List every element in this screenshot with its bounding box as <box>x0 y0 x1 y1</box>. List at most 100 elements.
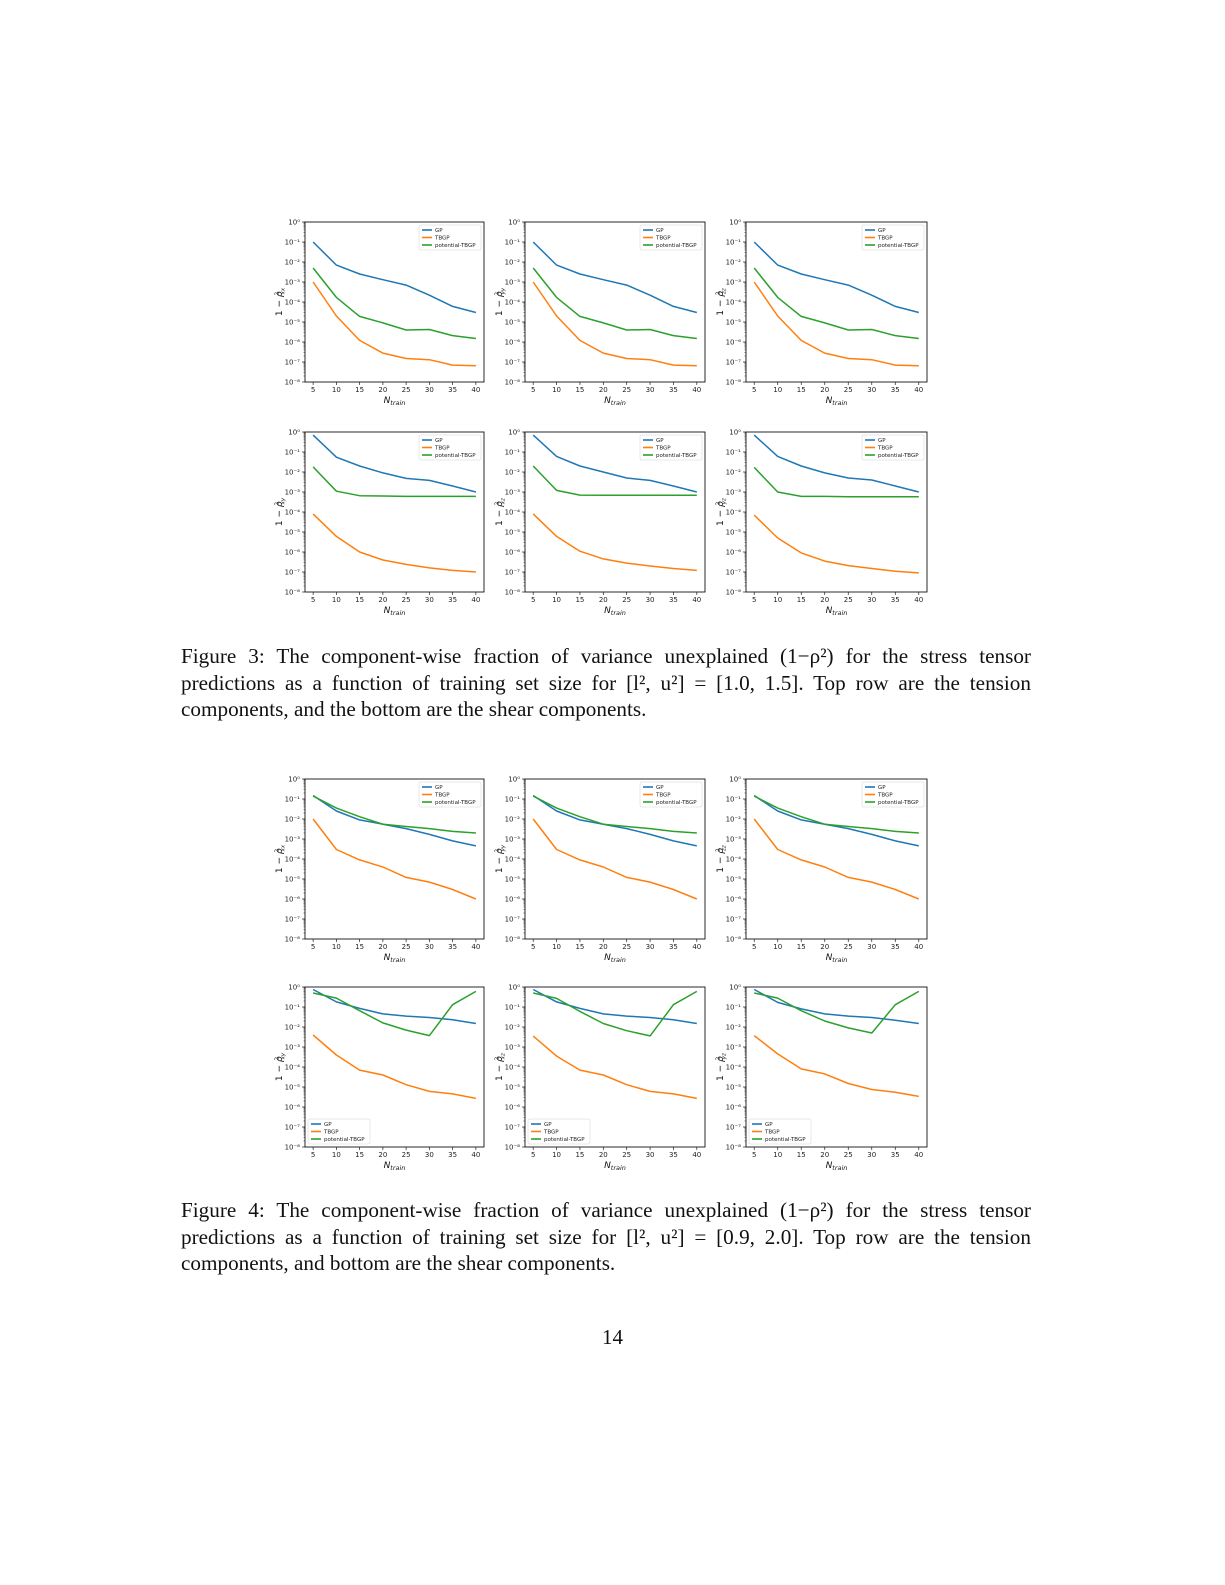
y-tick-label: 10⁻⁸ <box>726 588 742 596</box>
x-tick-label: 20 <box>599 1151 608 1159</box>
y-tick-label: 10⁻¹ <box>505 448 521 456</box>
x-tick-label: 30 <box>425 596 434 604</box>
series-line-tbgp <box>532 818 698 900</box>
x-tick-label: 25 <box>402 596 411 604</box>
legend-label: potential-TBGP <box>324 1137 365 1143</box>
y-tick-label: 10⁻⁷ <box>285 915 301 923</box>
legend-label: TBGP <box>877 236 893 242</box>
x-tick-label: 15 <box>797 1151 806 1159</box>
figure-4-caption-text: The component-wise fraction of variance … <box>181 1198 1031 1275</box>
y-tick-label: 10⁻⁷ <box>285 1123 301 1131</box>
legend-label: potential-TBGP <box>435 800 476 806</box>
series-line-potential-tbgp <box>753 267 919 340</box>
line-chart: 10⁰ 10⁻¹ 10⁻² 10⁻³ 10⁻⁴ 10⁻⁵ 10⁻⁶ 10⁻⁷ 10⁻⁸ 5 10 15… <box>716 428 928 617</box>
y-tick-label: 10⁻⁸ <box>285 588 301 596</box>
y-tick-label: 10⁻⁸ <box>726 1143 742 1151</box>
x-tick-label: 10 <box>552 386 561 394</box>
y-tick-label: 10⁻⁵ <box>505 528 521 536</box>
x-tick-label: 5 <box>311 386 315 394</box>
y-tick-label: 10⁻⁶ <box>505 338 521 346</box>
series-line-potential-tbgp <box>533 990 698 1037</box>
x-tick-label: 15 <box>355 386 364 394</box>
line-chart: 10⁰ 10⁻¹ 10⁻² 10⁻³ 10⁻⁴ 10⁻⁵ 10⁻⁶ 10⁻⁷ 10⁻⁸ 5 10 15… <box>716 775 928 964</box>
legend-label: TBGP <box>655 793 671 799</box>
y-tick-label: 10⁻² <box>285 468 301 476</box>
x-tick-label: 10 <box>773 596 782 604</box>
y-tick-label: 10⁻¹ <box>285 1003 301 1011</box>
legend-label: GP <box>544 1122 552 1128</box>
legend-label: potential-TBGP <box>656 453 697 459</box>
series-line-gp <box>312 794 477 847</box>
x-tick-label: 5 <box>311 596 315 604</box>
y-tick-label: 10⁻⁵ <box>285 875 301 883</box>
x-tick-label: 35 <box>448 943 457 951</box>
y-tick-label: 10⁻³ <box>505 278 521 286</box>
y-axis-label: 1 − ρ2xy <box>275 1052 287 1081</box>
chart-panel: 10⁰ 10⁻¹ 10⁻² 10⁻³ 10⁻⁴ 10⁻⁵ 10⁻⁶ 10⁻⁷ 10⁻⁸ 5 10 15… <box>495 774 710 969</box>
y-tick-label: 10⁻² <box>726 815 742 823</box>
page-number: 14 <box>602 1325 623 1349</box>
series-line-gp <box>532 434 697 493</box>
y-tick-label: 10⁻⁴ <box>726 855 742 863</box>
legend-label: TBGP <box>434 446 450 452</box>
x-tick-label: 40 <box>692 943 701 951</box>
y-tick-label: 10⁻⁴ <box>285 298 301 306</box>
y-tick-label: 10⁻⁴ <box>285 508 301 516</box>
x-tick-label: 15 <box>575 943 584 951</box>
legend-label: TBGP <box>764 1130 780 1136</box>
x-tick-label: 30 <box>646 943 655 951</box>
x-tick-label: 10 <box>332 386 341 394</box>
x-tick-label: 35 <box>448 1151 457 1159</box>
y-axis-label: 1 − ρ2xx <box>275 287 287 316</box>
x-tick-label: 30 <box>867 596 876 604</box>
x-tick-label: 40 <box>471 943 480 951</box>
y-tick-label: 10⁻⁵ <box>505 875 521 883</box>
y-tick-label: 10⁰ <box>729 428 741 436</box>
y-tick-label: 10⁻⁵ <box>505 318 521 326</box>
x-tick-label: 15 <box>355 596 364 604</box>
figure-3-caption-text: The component-wise fraction of variance … <box>181 644 1031 721</box>
y-tick-label: 10⁻⁷ <box>505 358 521 366</box>
y-tick-label: 10⁻⁴ <box>505 855 521 863</box>
y-tick-label: 10⁻³ <box>726 1043 742 1051</box>
chart-panel: 10⁰ 10⁻¹ 10⁻² 10⁻³ 10⁻⁴ 10⁻⁵ 10⁻⁶ 10⁻⁷ 10⁻⁸ 5 10 15… <box>275 982 489 1177</box>
y-tick-label: 10⁻³ <box>726 278 742 286</box>
series-line-gp <box>753 988 919 1025</box>
y-tick-label: 10⁻² <box>285 1023 301 1031</box>
y-tick-label: 10⁻³ <box>505 488 521 496</box>
series-line-gp <box>532 794 697 847</box>
y-axis-label: 1 − ρ2xz <box>495 498 507 526</box>
y-tick-label: 10⁻⁴ <box>505 298 521 306</box>
legend-label: potential-TBGP <box>878 243 919 249</box>
y-tick-label: 10⁻⁷ <box>726 1123 742 1131</box>
series-line-gp <box>532 988 697 1025</box>
y-tick-label: 10⁻⁸ <box>505 1143 521 1151</box>
y-tick-label: 10⁻⁸ <box>505 935 521 943</box>
chart-panel: 10⁰ 10⁻¹ 10⁻² 10⁻³ 10⁻⁴ 10⁻⁵ 10⁻⁶ 10⁻⁷ 10⁻⁸ 5 10 15… <box>716 427 932 622</box>
x-axis-label: Ntrain <box>826 1161 848 1172</box>
y-tick-label: 10⁻⁶ <box>726 338 742 346</box>
x-tick-label: 30 <box>425 386 434 394</box>
x-tick-label: 15 <box>355 943 364 951</box>
series-line-gp <box>312 434 477 493</box>
x-tick-label: 15 <box>575 1151 584 1159</box>
y-tick-label: 10⁰ <box>508 775 520 783</box>
y-tick-label: 10⁻¹ <box>285 448 301 456</box>
line-chart: 10⁰ 10⁻¹ 10⁻² 10⁻³ 10⁻⁴ 10⁻⁵ 10⁻⁶ 10⁻⁷ 10⁻⁸ 5 10 15… <box>275 983 485 1172</box>
series-line-potential-tbgp <box>312 990 477 1037</box>
x-tick-label: 20 <box>820 596 829 604</box>
y-tick-label: 10⁻¹ <box>285 795 301 803</box>
y-tick-label: 10⁻⁵ <box>726 528 742 536</box>
series-line-tbgp <box>312 818 477 900</box>
y-tick-label: 10⁰ <box>288 775 300 783</box>
series-line-potential-tbgp <box>532 267 697 340</box>
legend-label: TBGP <box>323 1130 339 1136</box>
y-axis-label: 1 − ρ2yy <box>495 844 507 873</box>
x-tick-label: 5 <box>311 943 315 951</box>
legend-label: TBGP <box>655 236 671 242</box>
y-tick-label: 10⁻⁶ <box>726 548 742 556</box>
